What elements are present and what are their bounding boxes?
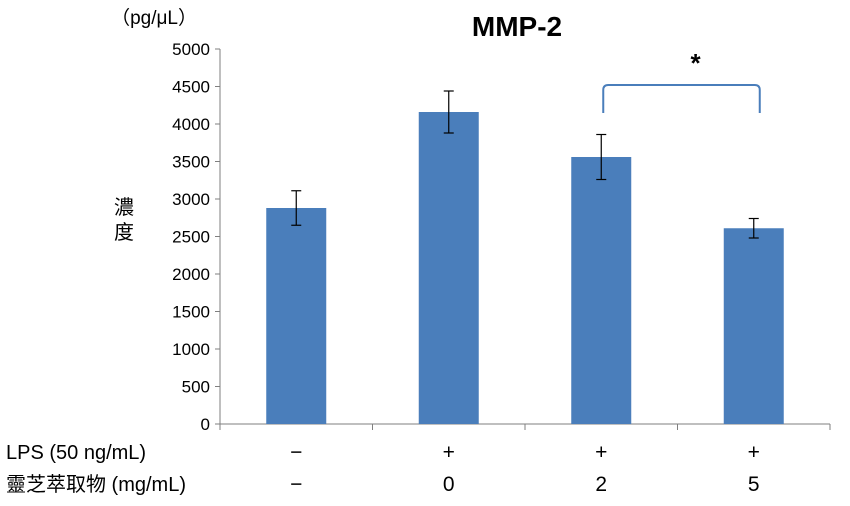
y-tick-label: 2000 <box>172 265 210 284</box>
axes-layer: 0 500 1000 1500 2000 2500 3000 3500 4000 4500 5000 <box>172 40 831 434</box>
y-tick-label: 4000 <box>172 115 210 134</box>
condition-cell-1-3: + <box>595 441 607 464</box>
bars-layer <box>266 90 784 424</box>
condition-cell-2-2: 0 <box>443 473 455 496</box>
y-tick-label: 3500 <box>172 153 210 172</box>
y-tick-label: 3000 <box>172 190 210 209</box>
significance-bracket <box>602 84 761 113</box>
chart-title: MMP-2 <box>472 11 562 42</box>
y-tick-label: 4500 <box>172 78 210 97</box>
condition-row-label-1: LPS (50 ng/mL) <box>6 442 146 464</box>
significance-layer: * <box>602 48 761 113</box>
y-tick-label: 500 <box>182 378 210 397</box>
condition-cell-1-4: + <box>748 441 760 464</box>
condition-cell-1-2: + <box>443 441 455 464</box>
condition-row-label-2: 靈芝萃取物 (mg/mL) <box>6 473 186 496</box>
condition-cell-1-1: − <box>290 441 302 464</box>
bar-3 <box>571 157 632 424</box>
condition-cell-2-3: 2 <box>595 473 607 496</box>
bar-1 <box>266 208 327 424</box>
y-tick-label: 1000 <box>172 340 210 359</box>
condition-cell-2-1: − <box>290 473 302 496</box>
bar-4 <box>723 228 784 424</box>
y-tick-label: 5000 <box>172 40 210 59</box>
y-unit-label: （pg/μL） <box>111 7 197 29</box>
y-axis-label-char-2: 度 <box>114 221 134 244</box>
y-tick-label: 2500 <box>172 228 210 247</box>
significance-star: * <box>690 48 701 78</box>
y-axis-label-char-1: 濃 <box>114 196 134 219</box>
y-tick-label: 0 <box>201 415 210 434</box>
y-tick-label: 1500 <box>172 303 210 322</box>
condition-table: LPS (50 ng/mL) − + + + 靈芝萃取物 (mg/mL) − 0 2 5 <box>6 441 760 496</box>
condition-cell-2-4: 5 <box>748 473 760 496</box>
bar-2 <box>418 112 479 424</box>
